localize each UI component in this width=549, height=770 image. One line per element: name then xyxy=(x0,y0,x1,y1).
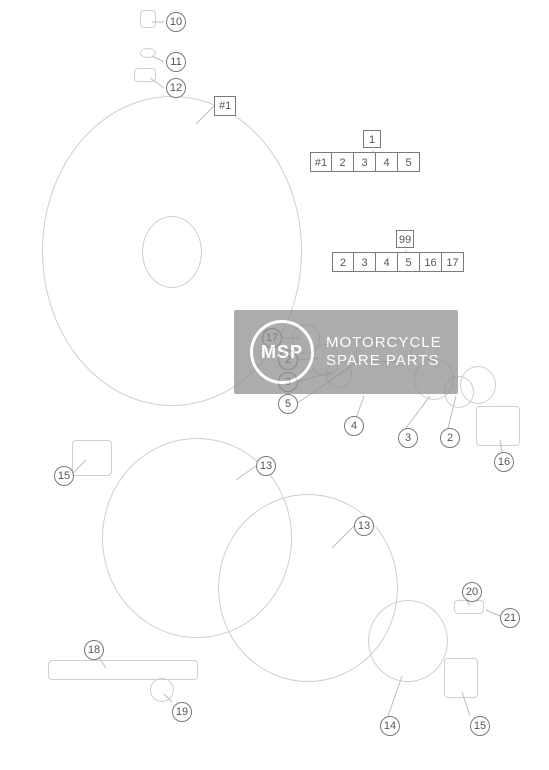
circlip xyxy=(460,366,496,404)
callout-2b: 2 xyxy=(440,428,460,448)
callout-5a: 5 xyxy=(278,394,298,414)
callout-11: 11 xyxy=(166,52,186,72)
callout-4a: 4 xyxy=(344,416,364,436)
callout-3b: 3 xyxy=(398,428,418,448)
group1-cell-3: 4 xyxy=(376,152,398,172)
group99-cell-5: 17 xyxy=(442,252,464,272)
callout-20: 20 xyxy=(462,582,482,602)
axle xyxy=(48,660,198,680)
disc-bolts-rh xyxy=(444,658,478,698)
group99-header: 99 xyxy=(396,230,414,248)
disc-bolts-lh xyxy=(72,440,112,476)
watermark: MSP MOTORCYCLE SPARE PARTS xyxy=(234,310,458,394)
callout-10: 10 xyxy=(166,12,186,32)
group99-cell-2: 4 xyxy=(376,252,398,272)
group1-cell-0: #1 xyxy=(310,152,332,172)
valve-stem xyxy=(134,68,156,82)
part-label-hash1: #1 xyxy=(214,96,236,116)
callout-19: 19 xyxy=(172,702,192,722)
callout-15a: 15 xyxy=(54,466,74,486)
callout-15b: 15 xyxy=(470,716,490,736)
valve-washer xyxy=(140,48,156,58)
axle-nut xyxy=(150,678,174,702)
group1-cell-1: 2 xyxy=(332,152,354,172)
abs-ring xyxy=(368,600,448,682)
callout-13a: 13 xyxy=(256,456,276,476)
watermark-text: MOTORCYCLE SPARE PARTS xyxy=(326,334,442,370)
watermark-badge: MSP xyxy=(250,320,314,384)
group99-cell-4: 16 xyxy=(420,252,442,272)
group99-cell-1: 3 xyxy=(354,252,376,272)
watermark-line1: MOTORCYCLE xyxy=(326,334,442,352)
valve-cap xyxy=(140,10,156,28)
callout-12: 12 xyxy=(166,78,186,98)
spacer-rh xyxy=(476,406,520,446)
abs-sensor xyxy=(454,600,484,614)
group99-cell-0: 2 xyxy=(332,252,354,272)
group99-row: 2 3 4 5 16 17 xyxy=(332,252,464,272)
group1-row: #1 2 3 4 5 xyxy=(310,152,420,172)
watermark-line2: SPARE PARTS xyxy=(326,352,442,370)
wheel-hub xyxy=(142,216,202,288)
group1-cell-4: 5 xyxy=(398,152,420,172)
callout-13b: 13 xyxy=(354,516,374,536)
diagram-stage: #1 1 #1 2 3 4 5 99 2 3 4 5 16 17 10 11 1… xyxy=(0,0,549,770)
callout-21: 21 xyxy=(500,608,520,628)
group1-cell-2: 3 xyxy=(354,152,376,172)
callout-18: 18 xyxy=(84,640,104,660)
callout-16: 16 xyxy=(494,452,514,472)
callout-14: 14 xyxy=(380,716,400,736)
group99-cell-3: 5 xyxy=(398,252,420,272)
group1-header: 1 xyxy=(363,130,381,148)
